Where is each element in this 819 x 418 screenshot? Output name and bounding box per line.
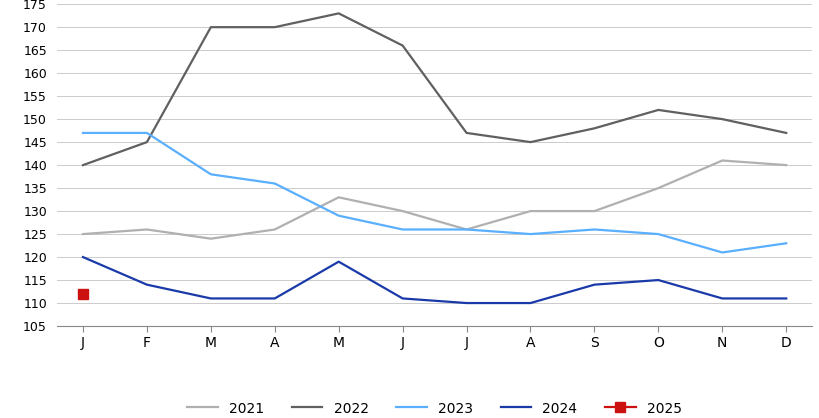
- Legend: 2021, 2022, 2023, 2024, 2025: 2021, 2022, 2023, 2024, 2025: [187, 402, 681, 415]
